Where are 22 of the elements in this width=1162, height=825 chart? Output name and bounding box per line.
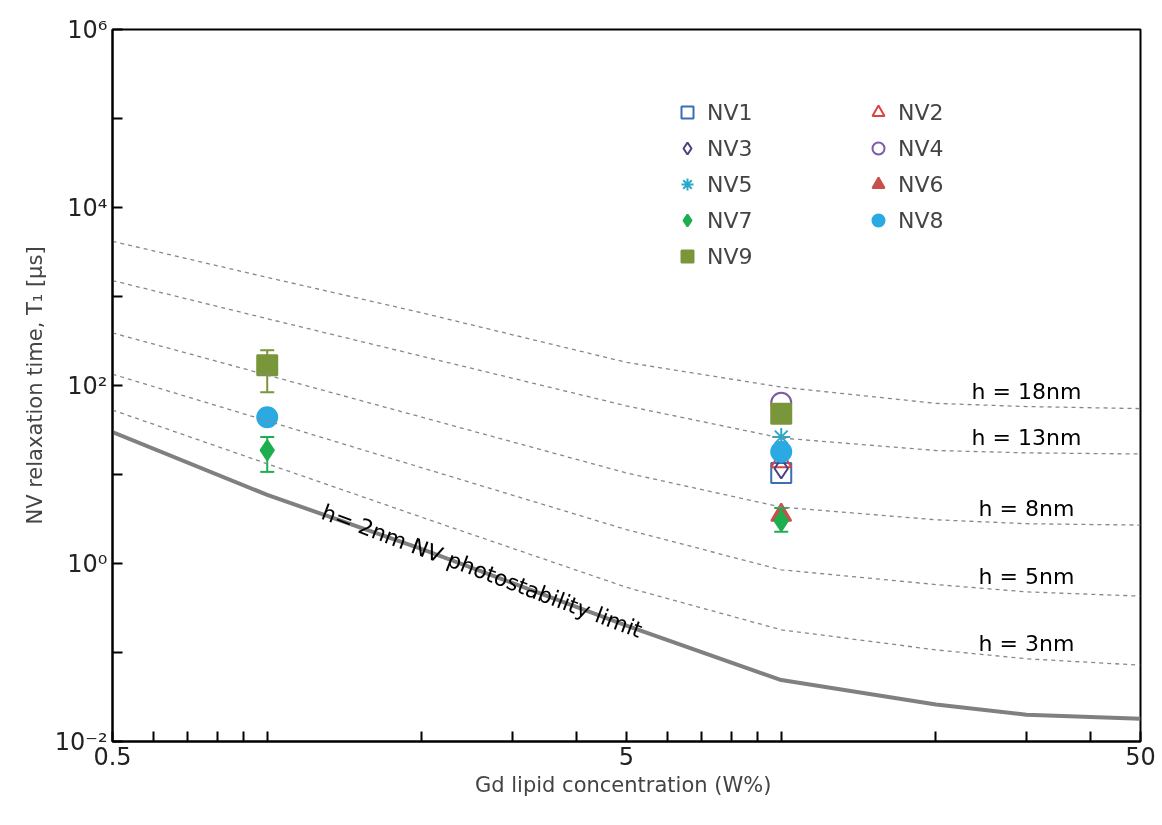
- legend-label: NV4: [898, 135, 945, 161]
- legend-label: NV6: [898, 171, 945, 197]
- series-label: h = 8nm: [978, 495, 1075, 521]
- series-label: h = 13nm: [971, 424, 1082, 450]
- y-tick-label: 10²: [67, 371, 108, 400]
- x-tick-label: 5: [618, 742, 635, 771]
- legend-label: NV8: [898, 207, 945, 233]
- x-axis-title: Gd lipid concentration (W%): [474, 772, 772, 797]
- y-tick-label: 10⁶: [67, 15, 108, 44]
- y-axis-title: NV relaxation time, T₁ [µs]: [22, 246, 47, 525]
- legend-label: NV9: [707, 243, 754, 269]
- y-tick-label: 10⁰: [67, 549, 108, 578]
- legend-label: NV5: [707, 171, 754, 197]
- series-label: h = 3nm: [978, 630, 1075, 656]
- series-label: h = 18nm: [971, 378, 1082, 404]
- legend-label: NV3: [707, 135, 754, 161]
- x-tick-label: 50: [1125, 742, 1156, 771]
- legend-label: NV1: [707, 99, 754, 125]
- y-tick-label: 10⁴: [67, 193, 108, 222]
- legend-label: NV7: [707, 207, 754, 233]
- series-label: h = 5nm: [978, 563, 1075, 589]
- legend-label: NV2: [898, 99, 945, 125]
